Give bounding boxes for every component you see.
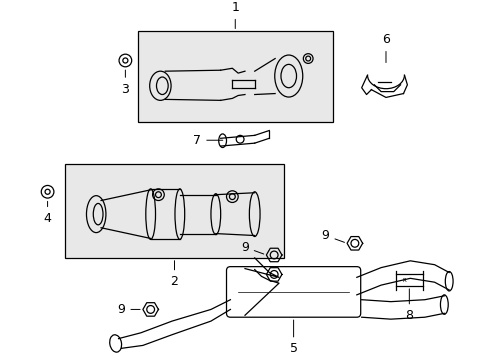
- Text: 9: 9: [117, 303, 140, 316]
- Text: 3: 3: [121, 70, 129, 96]
- Bar: [65, 163, 284, 258]
- Text: 2: 2: [170, 261, 178, 288]
- Bar: [138, 31, 332, 122]
- Text: 1: 1: [231, 1, 239, 28]
- Text: 9: 9: [321, 229, 344, 242]
- Text: 8: 8: [405, 289, 412, 323]
- FancyBboxPatch shape: [226, 267, 360, 317]
- Text: 5: 5: [289, 320, 297, 355]
- Text: 9: 9: [241, 241, 263, 254]
- Text: 4: 4: [43, 201, 51, 225]
- Text: R: R: [402, 278, 406, 283]
- Text: 7: 7: [193, 134, 223, 147]
- Text: 6: 6: [381, 33, 389, 63]
